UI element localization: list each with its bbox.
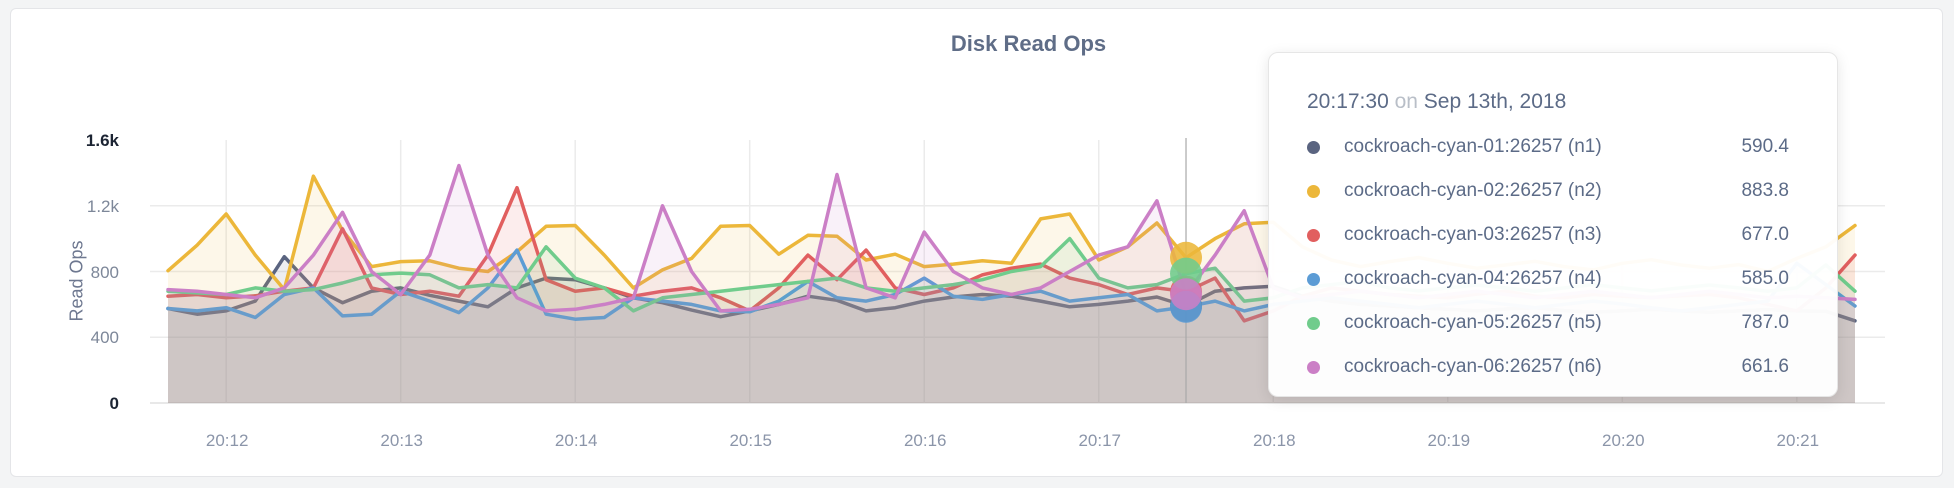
series-color-dot-icon: [1307, 228, 1320, 242]
tooltip-series-name: cockroach-cyan-05:26257 (n5): [1344, 312, 1602, 333]
tooltip-time: 20:17:30: [1307, 90, 1389, 113]
tooltip-series-value: 883.8: [1741, 180, 1789, 201]
tooltip-series-value: 585.0: [1741, 268, 1789, 289]
y-tick-label: 0: [109, 394, 119, 413]
tooltip-series-value: 661.6: [1741, 356, 1789, 377]
x-tick-label: 20:21: [1776, 431, 1820, 450]
tooltip-row: cockroach-cyan-06:26257 (n6) 661.6: [1307, 345, 1789, 389]
tooltip-series-value: 677.0: [1741, 224, 1789, 245]
tooltip-series-value: 590.4: [1741, 136, 1789, 157]
tooltip-row: cockroach-cyan-04:26257 (n4) 585.0: [1307, 257, 1789, 301]
y-tick-label: 400: [90, 328, 119, 348]
tooltip-row: cockroach-cyan-05:26257 (n5) 787.0: [1307, 301, 1789, 345]
tooltip-rows: cockroach-cyan-01:26257 (n1) 590.4 cockroa…: [1307, 125, 1789, 389]
tooltip-header: 20:17:30 on Sep 13th, 2018: [1307, 89, 1789, 115]
chart-title: Disk Read Ops: [950, 31, 1107, 56]
y-tick-label: 1.6k: [85, 131, 119, 150]
x-tick-label: 20:17: [1078, 431, 1122, 450]
hover-tooltip: 20:17:30 on Sep 13th, 2018 cockroach-cya…: [1268, 52, 1838, 397]
tooltip-series-name: cockroach-cyan-02:26257 (n2): [1344, 180, 1602, 201]
y-tick-label: 800: [90, 262, 119, 282]
x-tick-label: 20:19: [1427, 431, 1471, 450]
x-tick-label: 20:18: [1252, 431, 1296, 450]
tooltip-on: on: [1394, 90, 1418, 113]
series-color-dot-icon: [1307, 272, 1320, 286]
series-color-dot-icon: [1307, 140, 1320, 154]
tooltip-row: cockroach-cyan-02:26257 (n2) 883.8: [1307, 169, 1789, 213]
x-tick-label: 20:14: [554, 431, 598, 450]
tooltip-series-value: 787.0: [1741, 312, 1789, 333]
tooltip-row: cockroach-cyan-03:26257 (n3) 677.0: [1307, 213, 1789, 257]
x-tick-label: 20:15: [729, 431, 772, 450]
tooltip-series-name: cockroach-cyan-04:26257 (n4): [1344, 268, 1602, 289]
tooltip-series-name: cockroach-cyan-03:26257 (n3): [1344, 224, 1602, 245]
x-tick-label: 20:16: [903, 431, 947, 450]
tooltip-series-name: cockroach-cyan-06:26257 (n6): [1344, 356, 1602, 377]
hover-point[interactable]: [1170, 278, 1203, 311]
series-color-dot-icon: [1307, 360, 1320, 374]
tooltip-row: cockroach-cyan-01:26257 (n1) 590.4: [1307, 125, 1789, 169]
tooltip-date: Sep 13th, 2018: [1423, 90, 1567, 113]
series-color-dot-icon: [1307, 184, 1320, 198]
x-tick-label: 20:12: [205, 431, 249, 450]
x-tick-label: 20:13: [380, 431, 423, 450]
y-tick-label: 1.2k: [86, 196, 119, 216]
x-tick-label: 20:20: [1602, 431, 1645, 450]
tooltip-series-name: cockroach-cyan-01:26257 (n1): [1344, 136, 1602, 157]
series-color-dot-icon: [1307, 316, 1320, 330]
